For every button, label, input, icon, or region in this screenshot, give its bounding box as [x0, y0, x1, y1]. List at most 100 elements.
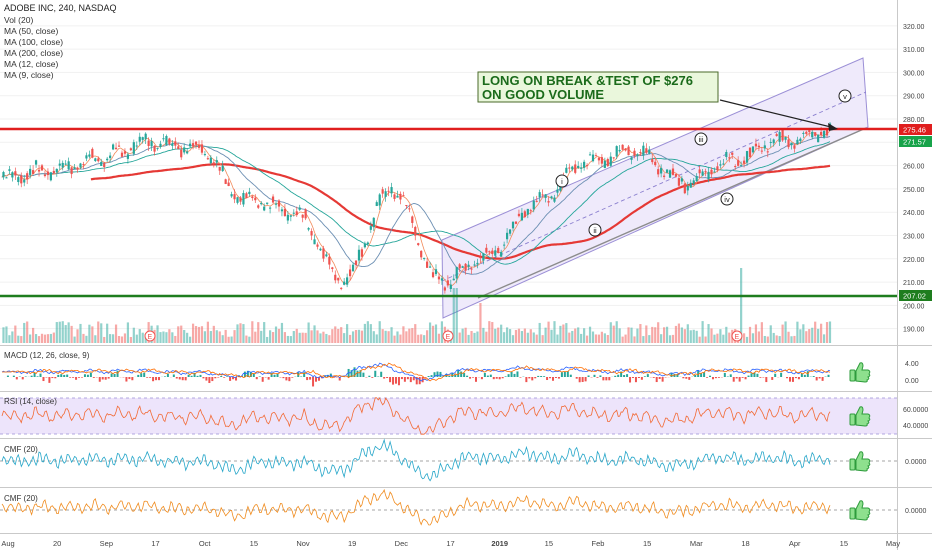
channel-fill: [441, 57, 869, 319]
macd-bar: [658, 377, 661, 380]
candle-body: [763, 145, 766, 149]
candle-body: [138, 136, 141, 142]
macd-bar: [181, 377, 184, 381]
volume-bar: [535, 334, 538, 343]
volume-bar: [313, 325, 316, 343]
cmf-pane-1[interactable]: CMF (20) 0.0000: [0, 438, 927, 482]
macd-bar: [516, 371, 519, 377]
candle-body: [17, 177, 20, 183]
candle-body: [150, 141, 153, 147]
candle-body: [612, 157, 615, 159]
macd-bar: [495, 377, 498, 379]
candle-body: [29, 168, 32, 175]
volume-bar: [215, 330, 218, 343]
macd-bar: [78, 377, 81, 378]
candle-body: [61, 162, 64, 168]
macd-bar: [688, 377, 691, 380]
volume-bar: [304, 332, 307, 343]
volume-bar: [686, 324, 689, 343]
macd-bar: [92, 377, 95, 378]
candle-body: [153, 145, 156, 152]
volume-bar: [40, 333, 44, 343]
macd-bar: [146, 377, 149, 378]
candle-body: [85, 155, 88, 159]
price-flags: 275.46 271.57 207.02: [899, 124, 932, 301]
volume-bar: [645, 325, 648, 343]
wave-label: iii: [699, 135, 704, 144]
macd-bar: [309, 377, 312, 380]
macd-bar: [430, 375, 433, 377]
time-tick-label: 15: [840, 539, 848, 548]
volume-bar: [769, 325, 772, 343]
volume-bar: [772, 332, 775, 343]
volume-bar: [482, 327, 485, 343]
wave-label: i: [561, 177, 563, 186]
candle-body: [343, 281, 346, 285]
macd-bar: [714, 377, 717, 379]
volume-bar: [461, 328, 464, 343]
rsi-pane[interactable]: RSI (14, close) 60.0000 40.0000: [0, 397, 928, 435]
volume-bar: [760, 322, 763, 343]
volume-bar: [301, 332, 304, 343]
macd-bar: [223, 377, 226, 378]
time-tick-label: Aug: [1, 539, 14, 548]
macd-bar: [646, 374, 649, 377]
thumbs-up-hand: [855, 362, 871, 383]
candle-body: [346, 277, 349, 285]
macd-bar: [232, 377, 235, 380]
candle-body: [280, 209, 284, 212]
candle-body: [695, 176, 698, 182]
volume-bar: [8, 335, 11, 343]
macd-bar: [791, 377, 794, 382]
macd-bar: [803, 374, 806, 377]
volume-bar: [544, 327, 547, 343]
rsi-band: [0, 398, 897, 434]
macd-pane[interactable]: MACD (12, 26, close, 9) 4.00 0.00: [1, 351, 919, 387]
candle-body: [322, 248, 325, 259]
candle-body: [497, 248, 500, 254]
volume-bar: [511, 335, 515, 343]
candle-body: [197, 144, 201, 148]
volume-bar: [132, 327, 135, 343]
candle-body: [665, 169, 669, 173]
cmf-pane-2[interactable]: CMF (20) 0.0000: [0, 488, 927, 526]
volume-bar: [594, 334, 598, 343]
candle-body: [236, 197, 239, 203]
volume-bar: [32, 327, 35, 343]
macd-bar: [75, 377, 78, 380]
candle-body: [144, 133, 147, 140]
volume-bar: [14, 325, 17, 343]
macd-bar: [756, 373, 759, 377]
macd-bar: [531, 377, 534, 381]
volume-bar: [310, 330, 313, 343]
candle-body: [147, 140, 150, 146]
candle-body: [707, 171, 710, 180]
volume-bar: [606, 335, 609, 343]
thumbs-up-cuff: [849, 369, 856, 382]
volume-bar: [88, 324, 91, 343]
macd-bar: [466, 375, 469, 377]
time-axis[interactable]: Aug 20 Sep 17 Oct 15 Nov 19 Dec 17 2019 15 Feb 15 Mar 1…: [1, 539, 900, 548]
candle-body: [754, 143, 758, 147]
wave-circle: [555, 174, 569, 188]
macd-bar: [744, 377, 747, 380]
candle-body: [174, 141, 177, 146]
volume-bar: [633, 336, 636, 343]
time-tick-label: Mar: [690, 539, 703, 548]
macd-bar: [460, 371, 463, 377]
candle-body: [814, 132, 817, 136]
volume-bar: [366, 321, 369, 343]
volume-bar: [325, 333, 328, 343]
price-axis[interactable]: 320.00310.00300.00290.00280.00270.00260.…: [903, 24, 925, 334]
candle-body: [37, 169, 41, 172]
candle-body: [568, 167, 571, 169]
candle-body: [257, 205, 260, 208]
time-tick-label: Sep: [100, 539, 113, 548]
trade-annotation[interactable]: LONG ON BREAK &TEST OF $276 ON GOOD VOLU…: [477, 71, 838, 131]
volume-bar: [713, 334, 716, 343]
volume-bar: [254, 331, 257, 343]
macd-bar: [451, 372, 454, 377]
macd-bar: [406, 377, 409, 380]
macd-bar: [125, 377, 128, 382]
